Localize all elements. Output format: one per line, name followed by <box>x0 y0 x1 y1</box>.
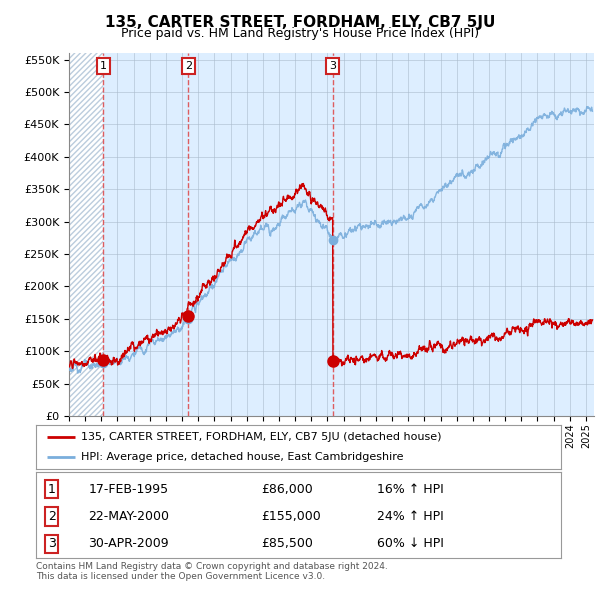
Text: HPI: Average price, detached house, East Cambridgeshire: HPI: Average price, detached house, East… <box>80 452 403 462</box>
Text: 60% ↓ HPI: 60% ↓ HPI <box>377 537 444 550</box>
Text: Contains HM Land Registry data © Crown copyright and database right 2024.
This d: Contains HM Land Registry data © Crown c… <box>36 562 388 581</box>
Text: 1: 1 <box>100 61 107 71</box>
Text: 135, CARTER STREET, FORDHAM, ELY, CB7 5JU (detached house): 135, CARTER STREET, FORDHAM, ELY, CB7 5J… <box>80 432 441 442</box>
Bar <box>69 53 103 416</box>
Text: 2: 2 <box>185 61 192 71</box>
Text: 22-MAY-2000: 22-MAY-2000 <box>89 510 170 523</box>
Text: 3: 3 <box>329 61 336 71</box>
Text: 135, CARTER STREET, FORDHAM, ELY, CB7 5JU: 135, CARTER STREET, FORDHAM, ELY, CB7 5J… <box>105 15 495 30</box>
Text: Price paid vs. HM Land Registry's House Price Index (HPI): Price paid vs. HM Land Registry's House … <box>121 27 479 40</box>
Text: 17-FEB-1995: 17-FEB-1995 <box>89 483 169 496</box>
Text: £86,000: £86,000 <box>262 483 314 496</box>
Text: 24% ↑ HPI: 24% ↑ HPI <box>377 510 444 523</box>
Text: 16% ↑ HPI: 16% ↑ HPI <box>377 483 444 496</box>
Text: £85,500: £85,500 <box>262 537 314 550</box>
Text: £155,000: £155,000 <box>262 510 322 523</box>
Text: 1: 1 <box>48 483 56 496</box>
Text: 2: 2 <box>48 510 56 523</box>
Text: 30-APR-2009: 30-APR-2009 <box>89 537 169 550</box>
Text: 3: 3 <box>48 537 56 550</box>
